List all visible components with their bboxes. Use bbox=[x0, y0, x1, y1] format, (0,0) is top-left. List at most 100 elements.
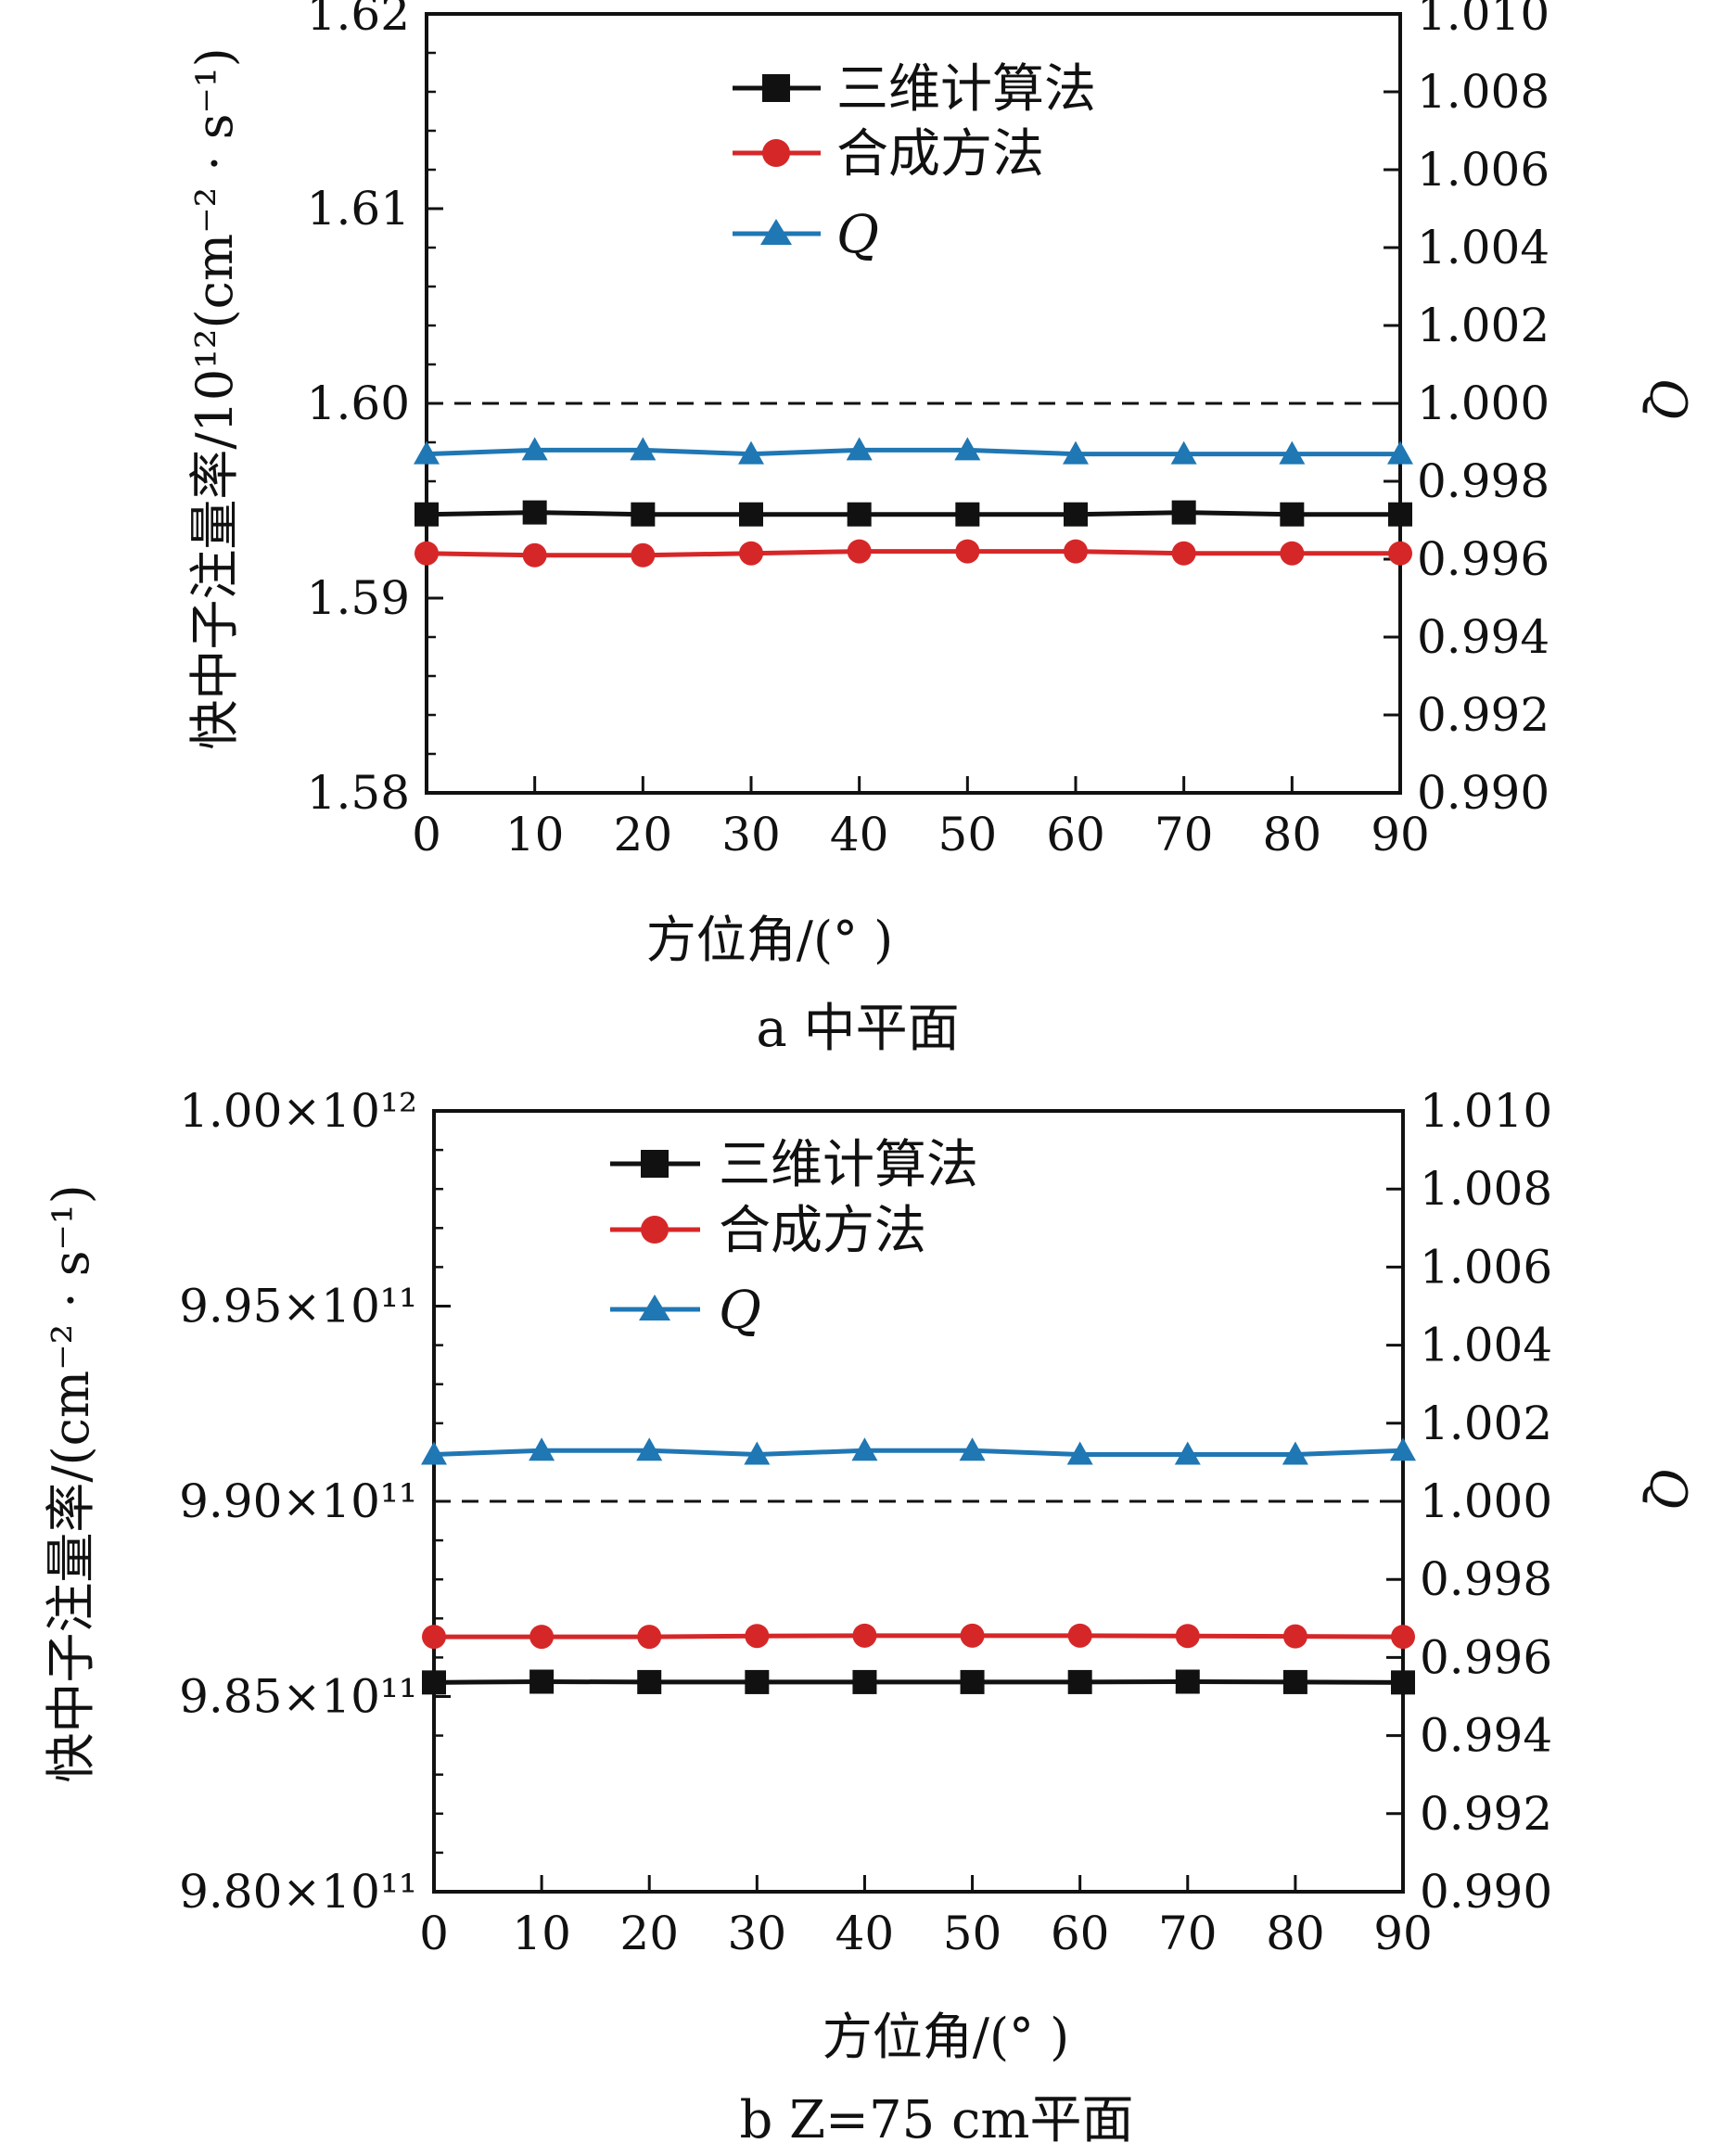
chart-a-xtick-label: 40 bbox=[830, 808, 889, 861]
chart-a-xtick-label: 50 bbox=[938, 808, 998, 861]
chart-b-marks: 9.80×10¹¹ 9.85×10¹¹ 9.90×10¹¹ 9.95×10¹¹ 1.00… bbox=[179, 1084, 1552, 1960]
chart-a: 1.58 1.59 1.60 1.61 1.62 0.990 0.992 0.994 0.996… bbox=[185, 0, 1697, 1059]
chart-b-legend-item-3: Q bbox=[610, 1281, 761, 1341]
chart-a-ytick-label: 1.58 bbox=[307, 766, 410, 820]
chart-a-xtick-label: 70 bbox=[1154, 808, 1214, 861]
chart-a-y2label: Q bbox=[1639, 378, 1697, 419]
chart-b-xtick-label: 50 bbox=[943, 1907, 1002, 1960]
chart-b-series-2-point bbox=[852, 1623, 877, 1648]
chart-a-series-2-point bbox=[1171, 541, 1196, 566]
chart-a-series-3-point bbox=[1170, 440, 1197, 465]
chart-a-series-2-line bbox=[426, 549, 1400, 558]
chart-b-xtick-label: 40 bbox=[835, 1907, 895, 1960]
chart-a-series-1-point bbox=[414, 502, 439, 527]
chart-b-series-2-line bbox=[434, 1633, 1404, 1639]
chart-b-series-1-point bbox=[1067, 1669, 1092, 1694]
chart-a-series-1-line bbox=[426, 510, 1400, 517]
chart-a-y2tick-label: 1.010 bbox=[1417, 0, 1550, 41]
chart-b-xlabel: 方位角/(° ) bbox=[823, 2008, 1070, 2066]
chart-a-series-2-point bbox=[1064, 539, 1088, 564]
chart-a-xtick-label: 60 bbox=[1046, 808, 1105, 861]
chart-a-ylabel: 快中子注量率/10¹²(cm⁻² · s⁻¹) bbox=[185, 47, 244, 749]
chart-b-y2tick-label: 1.000 bbox=[1420, 1474, 1552, 1528]
chart-b-ytick-label: 9.85×10¹¹ bbox=[179, 1670, 417, 1724]
chart-a-series-3-line bbox=[426, 447, 1400, 457]
chart-b-y2tick-label: 0.990 bbox=[1420, 1865, 1552, 1919]
chart-b-series-1-point bbox=[1282, 1669, 1307, 1694]
chart-a-series-3-point bbox=[954, 437, 981, 461]
chart-b-series-3-point bbox=[959, 1437, 986, 1461]
chart-a-legend: 三维计算法 合成方法 Q bbox=[733, 59, 1096, 265]
chart-b-y2label: Q bbox=[1639, 1468, 1697, 1509]
chart-a-series-2-point bbox=[955, 539, 980, 564]
chart-b-legend-item-2: 合成方法 bbox=[610, 1201, 926, 1261]
chart-a-y2tick-label: 0.992 bbox=[1417, 688, 1550, 742]
chart-a-series-1-point bbox=[1171, 500, 1196, 525]
chart-b-xtick-label: 80 bbox=[1266, 1907, 1325, 1960]
chart-b-y2tick-label: 0.992 bbox=[1420, 1787, 1552, 1841]
chart-b-xtick-label: 30 bbox=[728, 1907, 787, 1960]
chart-b-series-2-point bbox=[1282, 1624, 1307, 1649]
chart-b-xtick-label: 10 bbox=[512, 1907, 571, 1960]
chart-a-xtick-label: 80 bbox=[1263, 808, 1322, 861]
chart-a-xtick-label: 90 bbox=[1371, 808, 1430, 861]
chart-b-legend: 三维计算法 合成方法 Q bbox=[610, 1135, 978, 1341]
chart-b-series-1-point bbox=[1175, 1669, 1200, 1694]
chart-b-xtick-label: 0 bbox=[419, 1907, 449, 1960]
chart-b-series-2-point bbox=[529, 1625, 555, 1650]
chart-a-series-3-point bbox=[846, 437, 873, 461]
chart-a-xtick-label: 0 bbox=[412, 808, 441, 861]
chart-b-y2tick-label: 1.006 bbox=[1420, 1240, 1552, 1294]
chart-b-legend-item-1: 三维计算法 bbox=[610, 1135, 978, 1195]
chart-a-ytick-label: 1.59 bbox=[307, 571, 410, 625]
chart-b-y2tick-label: 0.998 bbox=[1420, 1552, 1552, 1606]
chart-a-y2tick-label: 1.008 bbox=[1417, 65, 1550, 119]
chart-a-y2tick-label: 0.990 bbox=[1417, 766, 1550, 820]
chart-a-series-1-point bbox=[1064, 502, 1088, 527]
chart-a-ytick-label: 1.60 bbox=[307, 376, 410, 430]
chart-a-y2tick-label: 0.998 bbox=[1417, 454, 1550, 508]
chart-b-series-3-point bbox=[1390, 1437, 1416, 1461]
chart-b-series-1-point bbox=[852, 1669, 877, 1694]
chart-a-legend-label-2: 合成方法 bbox=[836, 124, 1044, 185]
chart-a-series-3-point bbox=[630, 437, 657, 461]
chart-b-y2tick-label: 1.008 bbox=[1420, 1162, 1552, 1216]
chart-a-xtick-label: 10 bbox=[505, 808, 565, 861]
chart-a-ytick-label: 1.61 bbox=[307, 182, 410, 236]
chart-b-series-1-point bbox=[637, 1669, 662, 1694]
chart-a-series-2-point bbox=[739, 541, 763, 566]
chart-a-y2tick-label: 1.000 bbox=[1417, 376, 1550, 430]
chart-b-series-3-point bbox=[636, 1437, 663, 1461]
chart-b-ytick-label: 1.00×10¹² bbox=[179, 1084, 417, 1138]
chart-a-series-2-point bbox=[847, 539, 872, 564]
chart-b-xtick-label: 70 bbox=[1158, 1907, 1218, 1960]
chart-a-series-2-point bbox=[1280, 541, 1305, 566]
chart-b-y2tick-label: 1.010 bbox=[1420, 1084, 1552, 1138]
chart-b-legend-label-1: 三维计算法 bbox=[719, 1135, 978, 1195]
chart-a-series-1-point bbox=[847, 502, 872, 527]
chart-a-xlabel: 方位角/(° ) bbox=[646, 911, 894, 969]
chart-a-series-2-point bbox=[414, 541, 439, 566]
chart-a-series-3-point bbox=[738, 440, 764, 465]
chart-a-legend-item-1: 三维计算法 bbox=[733, 59, 1096, 120]
chart-b-y2tick-label: 1.002 bbox=[1420, 1397, 1552, 1450]
chart-b-series-2-point bbox=[960, 1623, 985, 1648]
chart-b-series-1-point bbox=[1391, 1670, 1415, 1695]
chart-b-series-2-point bbox=[637, 1625, 662, 1650]
chart-b-series-3-line bbox=[433, 1448, 1404, 1457]
chart-b-series-3-point bbox=[851, 1437, 878, 1461]
chart-b-series-1-point bbox=[745, 1669, 770, 1694]
chart-b-caption: b Z=75 cm平面 bbox=[739, 2090, 1133, 2150]
chart-a-series-3-point bbox=[521, 437, 548, 461]
chart-b-y2tick-label: 1.004 bbox=[1420, 1319, 1552, 1372]
chart-b-ytick-label: 9.90×10¹¹ bbox=[179, 1474, 417, 1528]
chart-b-xtick-label: 90 bbox=[1373, 1907, 1433, 1960]
chart-b-series-3-point bbox=[529, 1437, 555, 1461]
chart-a-caption: a 中平面 bbox=[756, 999, 959, 1059]
chart-b-series-1-point bbox=[422, 1670, 446, 1695]
chart-a-series-2-point bbox=[522, 542, 547, 568]
chart-b-y2tick-label: 0.996 bbox=[1420, 1630, 1552, 1684]
chart-a-legend-label-1: 三维计算法 bbox=[836, 59, 1096, 120]
chart-a-series-1-point bbox=[739, 502, 763, 527]
